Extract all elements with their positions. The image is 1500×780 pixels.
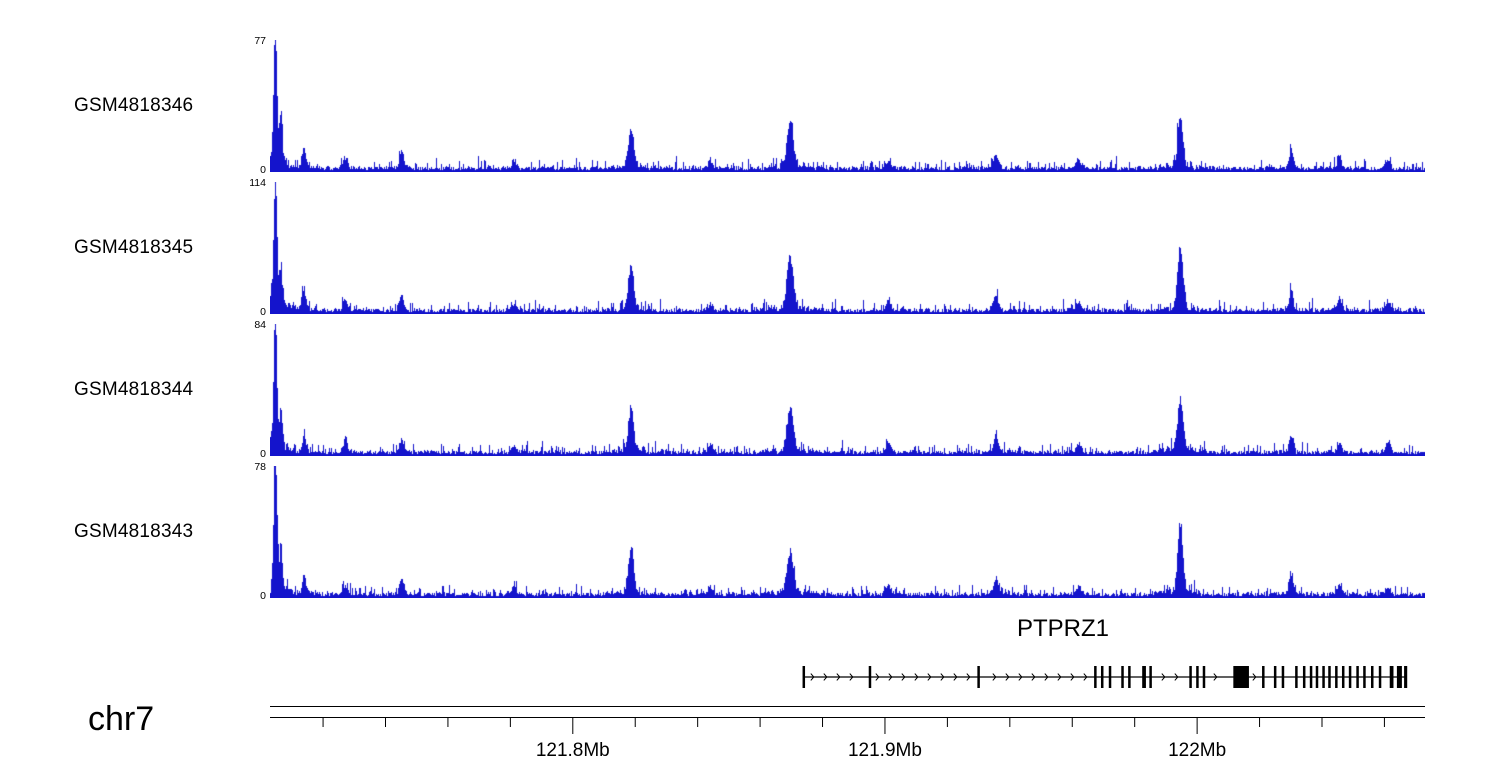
exon-rect (1315, 666, 1319, 688)
track-label: GSM4818344 (74, 379, 194, 400)
exon-rect (1348, 666, 1352, 688)
strand-arrow-icon (875, 673, 880, 681)
axis-tick-label: 122Mb (1168, 740, 1226, 761)
strand-arrow-icon (1161, 673, 1166, 681)
exon-rect (977, 666, 980, 688)
strand-arrow-icon (1031, 673, 1036, 681)
track-ymax-label: 77 (254, 35, 266, 47)
track-ymax-label: 84 (254, 319, 266, 331)
strand-arrow-icon (940, 673, 945, 681)
signal-canvas (270, 466, 1425, 598)
exon-rect (1295, 666, 1298, 688)
exon-rect (1404, 666, 1408, 688)
exon-rect (1189, 666, 1192, 688)
coordinate-ruler-svg: 121.8Mb 121.9Mb 122Mb (270, 706, 1425, 761)
strand-arrow-icon (836, 673, 841, 681)
exon-rect (1273, 666, 1277, 688)
gene-model-svg (802, 666, 1408, 688)
exon-rect (802, 666, 806, 688)
track-label: GSM4818346 (74, 95, 194, 116)
exon-rect (1202, 666, 1206, 688)
track-ymax-label: 78 (254, 461, 266, 473)
exon-rect (1233, 666, 1249, 688)
strand-arrow-icon (823, 673, 828, 681)
exon-rect (1378, 666, 1382, 688)
strand-arrow-icon (888, 673, 893, 681)
exon-rect (1108, 666, 1112, 688)
exon-rect (1322, 666, 1325, 688)
exon-rect (1341, 666, 1345, 688)
exon-rect (1100, 666, 1104, 688)
axis-tick-label: 121.9Mb (848, 740, 922, 761)
track-row: GSM4818344 84 0 (0, 320, 1500, 460)
strand-arrow-icon (1057, 673, 1062, 681)
track-row: GSM4818345 114 0 (0, 178, 1500, 318)
exon-rect (1262, 666, 1265, 688)
strand-arrow-icon (810, 673, 815, 681)
track-row: GSM4818346 77 0 (0, 36, 1500, 176)
exon-rect (1356, 666, 1359, 688)
exon-rect (1328, 666, 1331, 688)
strand-arrow-icon (901, 673, 906, 681)
strand-arrow-icon (1252, 673, 1257, 681)
signal-canvas (270, 324, 1425, 456)
strand-arrow-icon (1213, 673, 1218, 681)
exon-rect (1335, 666, 1338, 688)
strand-arrow-icon (1070, 673, 1075, 681)
track-plot: 84 0 (254, 320, 1425, 460)
strand-arrow-icon (1018, 673, 1023, 681)
exon-rect (1302, 666, 1306, 688)
strand-arrow-icon (992, 673, 997, 681)
track-row: GSM4818343 78 0 (0, 462, 1500, 602)
exon-rect (1281, 666, 1285, 688)
track-ymin-label: 0 (260, 306, 266, 318)
exon-rect (1149, 666, 1152, 688)
exon-rect (1196, 666, 1199, 688)
strand-arrow-icon (953, 673, 958, 681)
strand-arrow-icon (1044, 673, 1049, 681)
chrom-label: chr7 (88, 700, 155, 738)
track-plot: 78 0 (254, 462, 1425, 602)
exon-rect (1094, 666, 1097, 688)
gene-name-label: PTPRZ1 (1017, 615, 1110, 642)
strand-arrow-icon (914, 673, 919, 681)
exon-rect (1389, 666, 1394, 688)
track-plot: 114 0 (249, 178, 1425, 318)
strand-arrow-icon (927, 673, 932, 681)
axis-tick-label: 121.8Mb (536, 740, 610, 761)
exon-rect (1370, 666, 1374, 688)
track-ymin-label: 0 (260, 590, 266, 602)
exon-rect (868, 666, 872, 688)
strand-arrow-icon (966, 673, 971, 681)
strand-arrow-icon (849, 673, 854, 681)
strand-arrow-icon (1083, 673, 1088, 681)
exon-rect (1128, 666, 1131, 688)
exon-rect (1396, 666, 1402, 688)
exon-rect (1309, 666, 1313, 688)
strand-arrow-icon (1174, 673, 1179, 681)
signal-canvas (270, 40, 1425, 172)
strand-arrow-icon (1005, 673, 1010, 681)
track-plot: 77 0 (254, 36, 1425, 176)
track-ymin-label: 0 (260, 448, 266, 460)
exon-rect (1363, 666, 1366, 688)
track-ymax-label: 114 (249, 177, 266, 189)
track-label: GSM4818343 (74, 521, 194, 542)
exon-rect (1142, 666, 1146, 688)
track-ymin-label: 0 (260, 164, 266, 176)
signal-canvas (270, 182, 1425, 314)
track-label: GSM4818345 (74, 237, 194, 258)
exon-rect (1121, 666, 1124, 688)
